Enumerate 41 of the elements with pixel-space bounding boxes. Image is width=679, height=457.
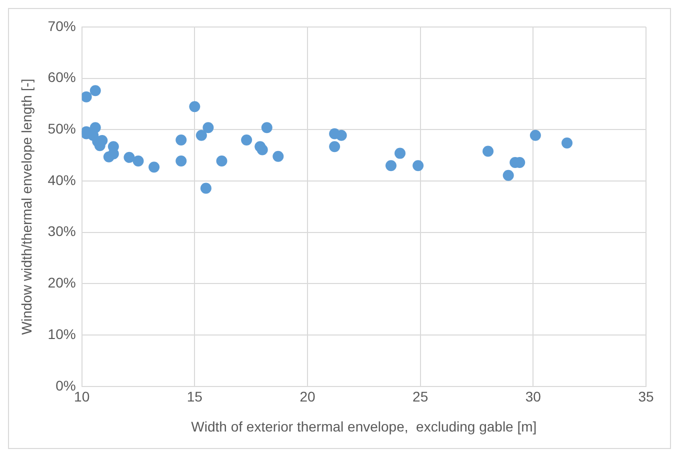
point [148,162,160,173]
y-tick-label: 0% [56,377,76,394]
x-tick-label: 30 [525,388,542,405]
point [176,134,187,146]
point [272,150,284,162]
y-tick-label: 10% [48,326,76,342]
point [261,122,272,134]
point [189,101,200,112]
point [90,85,101,96]
point [412,160,424,172]
point [482,146,494,157]
point [132,156,144,167]
point [200,182,212,194]
y-tick-label: 60% [48,69,76,86]
y-tick-label: 50% [48,120,76,137]
point [502,170,514,181]
x-tick-label: 25 [412,388,428,405]
y-tick-label: 20% [48,274,76,291]
point [394,148,406,159]
x-tick-label: 20 [300,388,316,405]
y-tick-label: 70% [48,18,76,34]
x-axis-title: Width of exterior thermal envelope, excluding gable [m] [191,418,537,434]
point [530,130,541,141]
y-axis-title: Window width/thermal envelope length [-] [18,78,34,335]
point [256,144,268,156]
point [202,122,214,134]
x-tick-label: 10 [74,388,90,405]
point [176,156,187,167]
point [216,156,228,167]
point [336,130,347,141]
point [196,130,207,141]
point [124,152,135,163]
point [329,141,340,152]
x-tick-label: 35 [638,388,654,405]
y-tick-label: 30% [48,223,76,240]
x-tick-label: 15 [186,388,203,405]
point [562,138,573,149]
point [241,134,252,146]
y-tick-label: 40% [48,172,76,188]
point [82,91,92,102]
point [385,160,396,172]
